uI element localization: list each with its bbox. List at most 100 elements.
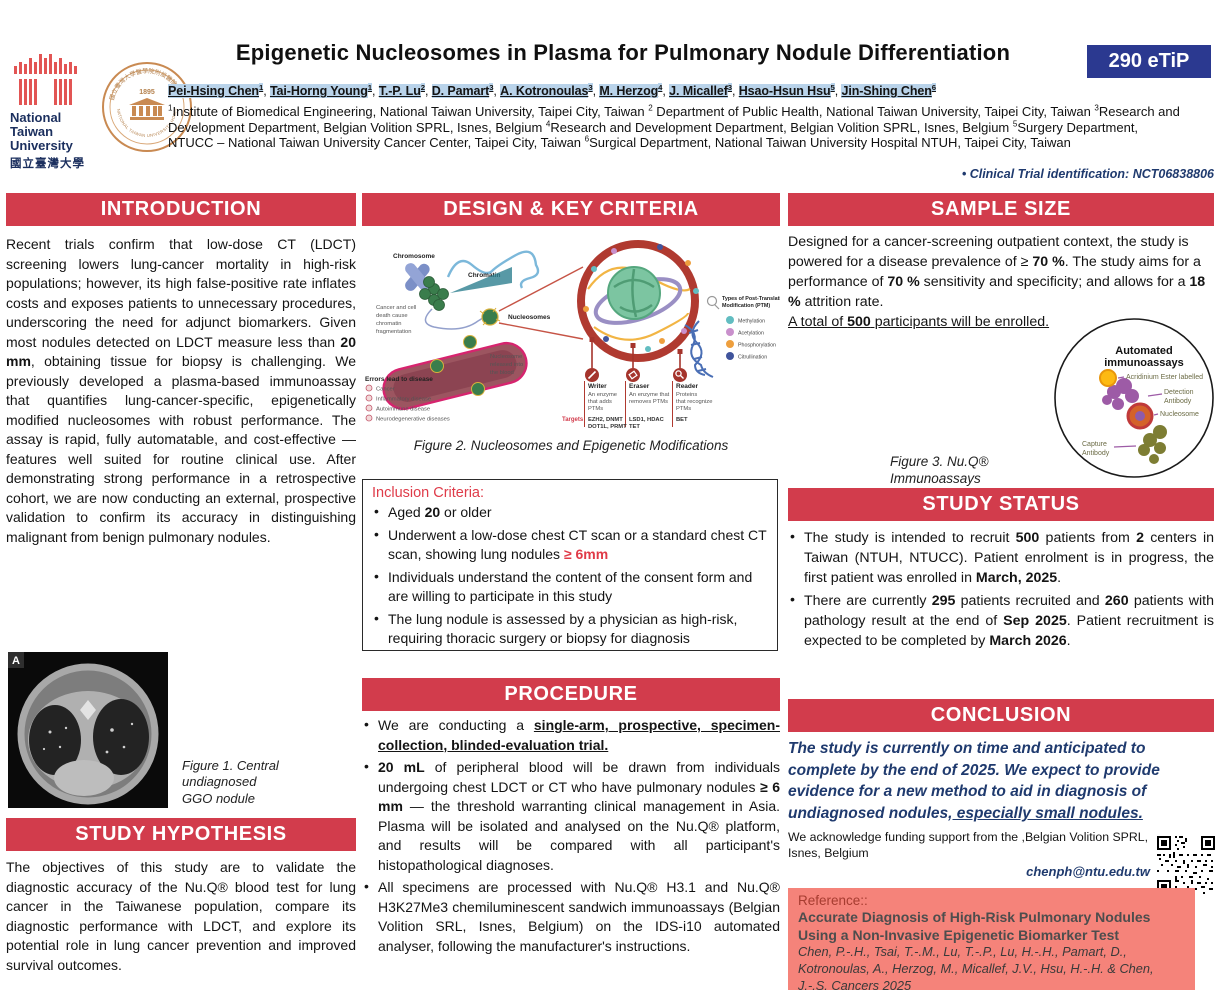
nucleosome-core-icon xyxy=(607,266,661,320)
status-item: • The study is intended to recruit 500 p… xyxy=(790,529,1214,586)
study-status-text: • The study is intended to recruit 500 p… xyxy=(788,528,1214,654)
svg-text:Errors lead to disease: Errors lead to disease xyxy=(365,376,433,383)
svg-text:Modification (PTM): Modification (PTM) xyxy=(722,303,770,309)
svg-text:chromatin: chromatin xyxy=(376,321,401,327)
procedure-item: • 20 mL of peripheral blood will be draw… xyxy=(364,758,781,873)
bullet-glyph: • xyxy=(374,503,379,519)
svg-text:that adds: that adds xyxy=(588,399,612,405)
writer-eraser-reader: Writer An enzyme that adds PTMs EZH2, DN… xyxy=(562,337,712,430)
section-header-introduction: INTRODUCTION xyxy=(6,193,356,226)
clinical-trial-id: • Clinical Trial identification: NCT0683… xyxy=(961,167,1214,181)
svg-text:Antibody: Antibody xyxy=(1082,450,1110,457)
figure1-ct-image: A xyxy=(8,652,168,808)
svg-text:Automated: Automated xyxy=(1115,345,1172,357)
svg-text:Eraser: Eraser xyxy=(629,383,650,390)
authors-line: Pei-Hsing Chen1, Tai-Horng Young1, T.-P.… xyxy=(168,82,936,98)
procedure-item: • We are conducting a single-arm, prospe… xyxy=(364,716,780,753)
bullet-glyph: • xyxy=(790,592,795,608)
detection-antibody-icon xyxy=(1102,378,1139,410)
svg-text:Nucleosome: Nucleosome xyxy=(1160,411,1199,418)
inclusion-item: • Underwent a low-dose chest CT scan or … xyxy=(374,525,767,563)
bullet-glyph: • xyxy=(364,878,369,894)
disease-icon xyxy=(365,414,373,422)
bullet-glyph: • xyxy=(374,609,379,626)
svg-text:Reader: Reader xyxy=(676,383,699,390)
svg-text:Acetylation: Acetylation xyxy=(738,331,764,337)
bullet-glyph: • xyxy=(374,567,379,584)
svg-text:Phosphorylation: Phosphorylation xyxy=(738,343,776,349)
section-header-conclusion: CONCLUSION xyxy=(788,699,1214,732)
svg-text:Writer: Writer xyxy=(588,383,607,390)
section-header-design: DESIGN & KEY CRITERIA xyxy=(362,193,780,226)
disease-icon xyxy=(365,384,373,392)
reference-title: Accurate Diagnosis of High-Risk Pulmonar… xyxy=(798,909,1151,944)
section-header-sample-size: SAMPLE SIZE xyxy=(788,193,1214,226)
ntu-logo-name-line: University xyxy=(10,138,73,154)
svg-text:fragmentation: fragmentation xyxy=(376,329,411,335)
ntu-emblem-icon xyxy=(14,54,77,105)
svg-text:EZH2, DNMT: EZH2, DNMT xyxy=(588,417,623,423)
svg-text:released into: released into xyxy=(490,362,523,368)
ptm-legend: Types of Post-Translati- Modification (P… xyxy=(706,295,780,361)
svg-text:Autoimmune disease: Autoimmune disease xyxy=(376,407,430,413)
nucleosome-cluster-icon xyxy=(419,276,449,311)
inclusion-item: • Aged 20 or older xyxy=(374,503,492,520)
disease-icon xyxy=(365,404,373,412)
svg-text:An enzyme that: An enzyme that xyxy=(629,392,670,398)
zoom-cone xyxy=(450,267,512,293)
figure3-caption: Figure 3. Nu.Q® Immunoassays xyxy=(890,454,989,486)
fig2-label: Chromatin xyxy=(468,272,501,279)
inclusion-item: • Individuals understand the content of … xyxy=(374,567,753,605)
svg-text:Neurodegenerative diseases: Neurodegenerative diseases xyxy=(376,417,450,423)
svg-text:Citrullination: Citrullination xyxy=(738,355,767,361)
svg-text:BET: BET xyxy=(676,417,688,423)
nucleosome-icon xyxy=(1126,402,1154,430)
svg-text:DOT1L, PRMT: DOT1L, PRMT xyxy=(588,424,627,430)
contact-email: chenph@ntu.edu.tw xyxy=(1026,864,1150,879)
seal-building-icon xyxy=(129,98,165,120)
svg-text:PTMs: PTMs xyxy=(588,406,603,412)
chromatin-art-icon xyxy=(446,250,540,289)
nucleosomes-in-blood-icon xyxy=(430,335,485,396)
figure2-caption: Figure 2. Nucleosomes and Epigenetic Mod… xyxy=(413,438,729,453)
svg-text:Cancer and cell: Cancer and cell xyxy=(376,305,416,311)
poster-number-badge: 290 eTiP xyxy=(1087,45,1211,78)
figure2-nucleosomes-diagram: Chromosome Chromatin Cancer and cell dea… xyxy=(365,240,780,430)
section-header-study-status: STUDY STATUS xyxy=(788,488,1214,521)
section-header-procedure: PROCEDURE xyxy=(362,678,780,711)
ntu-logo-cjk: 國立臺灣大學 xyxy=(10,158,85,171)
svg-text:LSD1, HDAC: LSD1, HDAC xyxy=(629,417,665,423)
qr-code xyxy=(1157,836,1215,894)
reference-citation: Chen, P.-.H., Tsai, T.-.M., Lu, T.-.P., … xyxy=(798,944,1154,994)
svg-text:Antibody: Antibody xyxy=(1164,398,1192,405)
procedure-text: • We are conducting a single-arm, prospe… xyxy=(362,716,780,959)
fig2-label: Chromosome xyxy=(393,253,435,260)
svg-text:immunoassays: immunoassays xyxy=(1104,357,1183,369)
enrollment-statement: A total of 500 participants will be enro… xyxy=(788,314,1050,330)
svg-text:Acridinium Ester labelled: Acridinium Ester labelled xyxy=(1126,374,1203,381)
poster-title: Epigenetic Nucleosomes in Plasma for Pul… xyxy=(235,40,1011,65)
bullet-glyph: • xyxy=(364,716,369,732)
svg-text:Cancer: Cancer xyxy=(376,387,395,393)
bullet-glyph: • xyxy=(374,525,379,542)
svg-text:Types of Post-Translati-: Types of Post-Translati- xyxy=(722,296,780,302)
inclusion-criteria-box: Inclusion Criteria: • Aged 20 or older •… xyxy=(362,479,778,651)
svg-text:PTMs: PTMs xyxy=(676,406,691,412)
seal-year: 1895 xyxy=(139,89,155,96)
svg-text:Detection: Detection xyxy=(1164,389,1194,396)
acridinium-ester-icon xyxy=(1099,369,1117,387)
ntu-logo: National Taiwan University 國立臺灣大學 xyxy=(10,52,94,171)
svg-text:death cause: death cause xyxy=(376,313,408,319)
bullet-glyph: • xyxy=(790,529,795,545)
funding-acknowledgment: We acknowledge funding support from the … xyxy=(788,830,1149,860)
conclusion-text: The study is currently on time and antic… xyxy=(788,740,1160,823)
blood-vessel-icon xyxy=(382,341,528,411)
svg-text:An enzyme: An enzyme xyxy=(588,392,617,398)
inclusion-criteria-title: Inclusion Criteria: xyxy=(372,485,485,501)
disease-icon xyxy=(365,394,373,402)
ptm-dots xyxy=(583,244,699,352)
procedure-item: • All specimens are processed with Nu.Q®… xyxy=(364,878,780,954)
reference-label: Reference:: xyxy=(798,893,868,908)
svg-text:removes PTMs: removes PTMs xyxy=(629,399,668,405)
